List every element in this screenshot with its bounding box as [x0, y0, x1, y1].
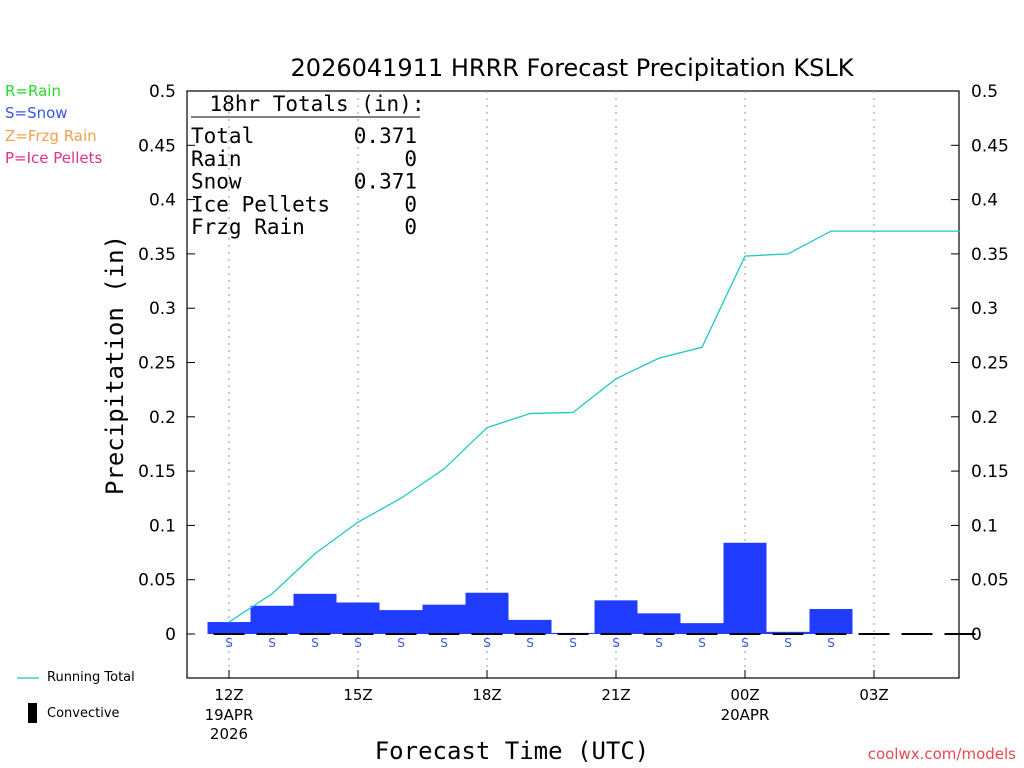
- legend-frzg-rain: Z=Frzg Rain: [5, 127, 97, 145]
- precip-type-letter: S: [354, 636, 362, 650]
- y-tick-label-right: 0.15: [971, 462, 1009, 482]
- y-tick-label-right: 0.2: [971, 408, 998, 428]
- y-tick-label-right: 0.3: [971, 299, 998, 319]
- x-tick-label: 15Z: [343, 686, 372, 704]
- precip-type-letter: S: [311, 636, 319, 650]
- x-tick-label: 21Z: [601, 686, 630, 704]
- legend-running-total-label: Running Total: [47, 670, 135, 685]
- precip-type-letter: S: [741, 636, 749, 650]
- y-tick-label-left: 0.4: [149, 191, 176, 211]
- totals-row-value: 0.371: [354, 170, 417, 194]
- plot-frame: [186, 90, 960, 679]
- totals-row-value: 0.371: [354, 124, 417, 148]
- legend-ice-pellets: P=Ice Pellets: [5, 149, 103, 167]
- totals-row-label: Frzg Rain: [191, 215, 305, 239]
- x-tick-year: 2026: [210, 725, 248, 743]
- y-tick-label-right: 0: [971, 625, 982, 645]
- y-tick-label-left: 0: [165, 625, 176, 645]
- precip-bar: [465, 592, 509, 634]
- source-credit: coolwx.com/models: [867, 745, 1016, 763]
- totals-header: 18hr Totals (in):: [210, 92, 425, 116]
- precip-type-letter: S: [698, 636, 706, 650]
- precip-type-letter: S: [526, 636, 534, 650]
- y-tick-label-left: 0.35: [138, 245, 176, 265]
- y-tick-label-right: 0.5: [971, 82, 998, 102]
- x-axis-label: Forecast Time (UTC): [375, 737, 650, 765]
- precip-type-letter: S: [440, 636, 448, 650]
- precip-bar: [336, 602, 380, 634]
- x-tick-label: 03Z: [859, 686, 888, 704]
- precip-type-letter: S: [225, 636, 233, 650]
- totals-row-label: Total: [191, 124, 254, 148]
- precip-bar: [250, 605, 294, 634]
- running-total-line: [228, 230, 960, 623]
- chart-title: 2026041911 HRRR Forecast Precipitation K…: [291, 54, 855, 82]
- precip-type-letter: S: [784, 636, 792, 650]
- convective-legend-swatch: [28, 703, 37, 723]
- precip-type-letter: S: [268, 636, 276, 650]
- totals-row-value: 0: [404, 147, 417, 171]
- totals-row-label: Ice Pellets: [191, 192, 330, 216]
- y-tick-label-left: 0.1: [149, 516, 176, 536]
- precip-bar: [723, 542, 767, 634]
- precip-bar: [594, 600, 638, 634]
- y-tick-label-left: 0.15: [138, 462, 176, 482]
- precip-bar: [422, 604, 466, 634]
- y-tick-label-right: 0.4: [971, 191, 998, 211]
- precip-type-letter: S: [612, 636, 620, 650]
- y-tick-label-left: 0.2: [149, 408, 176, 428]
- x-tick-sublabel: 19APR: [205, 706, 254, 724]
- y-tick-label-right: 0.35: [971, 245, 1009, 265]
- precip-type-letter: S: [483, 636, 491, 650]
- precip-bar: [508, 619, 552, 634]
- x-tick-label: 12Z: [214, 686, 243, 704]
- legend-convective-label: Convective: [47, 706, 120, 721]
- precip-bar: [379, 610, 423, 634]
- precip-bar: [293, 593, 337, 634]
- legend-rain: R=Rain: [5, 82, 61, 100]
- totals-row-value: 0: [404, 192, 417, 216]
- y-tick-label-left: 0.3: [149, 299, 176, 319]
- y-tick-label-right: 0.05: [971, 571, 1009, 591]
- y-tick-label-right: 0.45: [971, 136, 1009, 156]
- x-tick-label: 18Z: [472, 686, 501, 704]
- precip-type-letter: S: [397, 636, 405, 650]
- y-tick-label-left: 0.25: [138, 354, 176, 374]
- totals-row-value: 0: [404, 215, 417, 239]
- precip-bar: [809, 609, 853, 634]
- legend-snow: S=Snow: [5, 104, 68, 122]
- precip-type-letter: S: [827, 636, 835, 650]
- precip-type-letter: S: [569, 636, 577, 650]
- y-axis-label: Precipitation (in): [101, 235, 129, 495]
- precip-bar: [680, 623, 724, 634]
- y-tick-label-right: 0.1: [971, 516, 998, 536]
- precip-type-letter: S: [655, 636, 663, 650]
- precip-bar: [207, 622, 251, 634]
- y-tick-label-left: 0.05: [138, 571, 176, 591]
- precip-bar: [637, 613, 681, 634]
- totals-row-label: Rain: [191, 147, 242, 171]
- y-tick-label-left: 0.5: [149, 82, 176, 102]
- y-tick-label-left: 0.45: [138, 136, 176, 156]
- totals-row-label: Snow: [191, 170, 242, 194]
- x-tick-label: 00Z: [730, 686, 759, 704]
- precip-bar: [766, 631, 810, 634]
- y-tick-label-right: 0.25: [971, 354, 1009, 374]
- x-tick-sublabel: 20APR: [721, 706, 770, 724]
